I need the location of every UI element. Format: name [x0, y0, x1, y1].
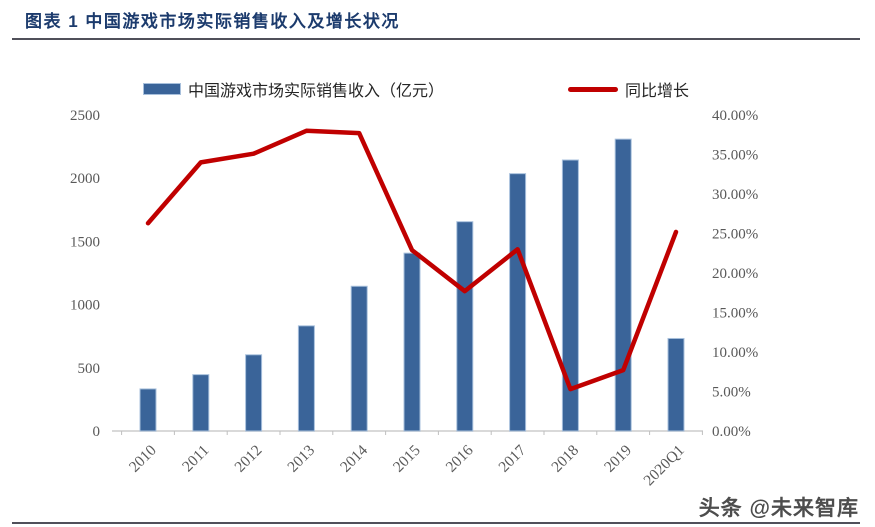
x-axis-label-2020Q1: 2020Q1	[640, 442, 687, 489]
revenue-bar-2018	[561, 159, 579, 432]
right-axis-tick-label: 40.00%	[712, 108, 758, 124]
revenue-legend-label: 中国游戏市场实际销售收入（亿元）	[188, 83, 445, 100]
revenue-bar-2012	[245, 354, 263, 432]
right-axis-tick-label: 0.00%	[712, 424, 751, 440]
right-axis-tick-label: 10.00%	[712, 345, 758, 361]
growth-legend-swatch-icon	[568, 86, 618, 92]
x-axis-label-2013: 2013	[284, 442, 318, 476]
left-axis-tick-label: 1500	[70, 234, 100, 250]
right-axis-tick-label: 5.00%	[712, 385, 751, 401]
x-axis-label-2010: 2010	[126, 442, 160, 476]
revenue-bar-2015	[403, 252, 421, 432]
x-axis-label-2017: 2017	[495, 442, 529, 476]
x-axis-label-2014: 2014	[337, 442, 371, 476]
left-axis-tick-label: 2500	[70, 108, 100, 124]
revenue-legend-swatch-icon	[143, 83, 181, 95]
left-axis-tick-label: 2000	[70, 171, 100, 187]
growth-line	[145, 128, 679, 392]
chart-title: 图表 1 中国游戏市场实际销售收入及增长状况	[25, 12, 400, 31]
revenue-bar-2019	[614, 138, 632, 432]
revenue-bar-2014	[350, 285, 368, 432]
x-axis-label-2018: 2018	[548, 442, 582, 476]
legend-item-revenue: 中国游戏市场实际销售收入（亿元）	[143, 78, 444, 100]
x-axis-label-2015: 2015	[390, 442, 424, 476]
x-axis-label-2016: 2016	[443, 442, 477, 476]
revenue-bar-2010	[139, 388, 157, 432]
revenue-bar-2016	[456, 221, 474, 432]
left-axis-tick-label: 0	[93, 424, 101, 440]
right-axis-tick-label: 15.00%	[712, 306, 758, 322]
left-axis-tick-label: 1000	[70, 298, 100, 314]
legend-item-growth: 同比增长	[568, 78, 689, 100]
watermark: 头条 @未来智库	[698, 497, 859, 520]
title-divider	[12, 38, 860, 40]
growth-legend-label: 同比增长	[625, 83, 690, 100]
x-axis-label-2012: 2012	[231, 442, 265, 476]
x-axis-label-2011: 2011	[179, 442, 213, 476]
right-axis-tick-label: 30.00%	[712, 187, 758, 203]
right-axis-tick-label: 20.00%	[712, 266, 758, 282]
x-axis-label-2019: 2019	[601, 442, 635, 476]
right-axis-tick-label: 35.00%	[712, 148, 758, 164]
revenue-bar-2020Q1	[667, 337, 685, 432]
left-axis-tick-label: 500	[78, 361, 101, 377]
revenue-bar-2017	[509, 173, 527, 432]
revenue-bar-2013	[297, 325, 315, 432]
bottom-divider	[12, 522, 860, 524]
revenue-bar-2011	[192, 374, 210, 432]
right-axis-tick-label: 25.00%	[712, 227, 758, 243]
